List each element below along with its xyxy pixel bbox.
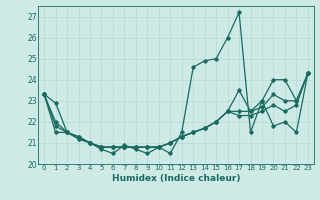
X-axis label: Humidex (Indice chaleur): Humidex (Indice chaleur)	[112, 174, 240, 183]
